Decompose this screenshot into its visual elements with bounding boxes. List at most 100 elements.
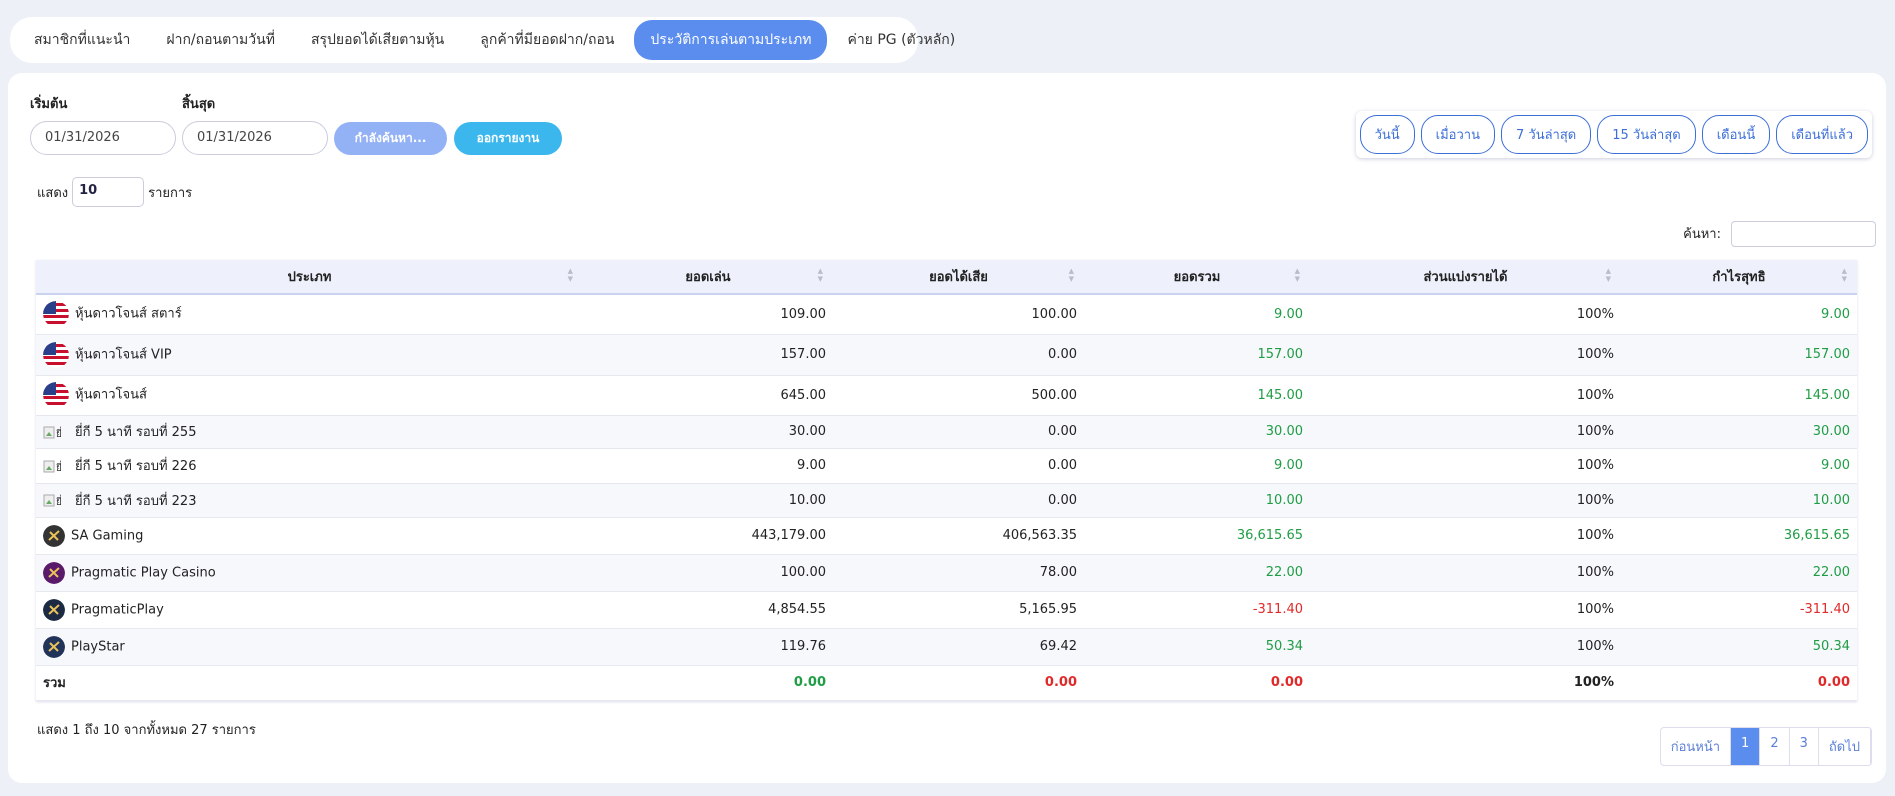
- start-date[interactable]: 01/31/2026: [30, 121, 176, 155]
- length-prefix: แสดง: [37, 185, 69, 201]
- cell-text: 645.00: [780, 387, 827, 403]
- quick-range-button[interactable]: เดือนนี้: [1701, 115, 1771, 154]
- quick-range-button[interactable]: 7 วันล่าสุด: [1500, 115, 1592, 154]
- cell-text: 500.00: [1031, 387, 1078, 403]
- cell-text: 443,179.00: [751, 528, 826, 543]
- cell-text: PragmaticPlay: [71, 602, 164, 617]
- page-button[interactable]: ก่อนหน้า: [1661, 728, 1732, 765]
- quick-range-button[interactable]: 15 วันล่าสุด: [1597, 115, 1696, 154]
- page-button[interactable]: 3: [1790, 728, 1819, 765]
- tab-bar: สมาชิกที่แนะนำ ฝาก/ถอนตามวันที่ สรุปยอดได้…: [10, 17, 955, 63]
- cell: 100%: [1310, 448, 1621, 484]
- report-card: เริ่มต้น สิ้นสุด 01/31/2026 01/31/2026 ก…: [8, 73, 1886, 783]
- tab[interactable]: สรุปยอดได้เสียตามหุ้น: [310, 32, 445, 48]
- cell: -311.40: [1621, 591, 1857, 629]
- type-cell: ยี่ ยี่กี 5 นาที รอบที่ 255: [36, 415, 583, 449]
- length-select[interactable]: 10: [72, 177, 145, 207]
- column-header[interactable]: ยอดเล่น: [583, 260, 833, 295]
- quick-range-button[interactable]: เดือนที่แล้ว: [1776, 115, 1868, 154]
- search-button[interactable]: กำลังค้นหา...: [334, 122, 447, 155]
- cell: 443,179.00: [583, 517, 833, 555]
- cell: 157.00: [583, 334, 833, 376]
- cell: 9.00: [1621, 448, 1857, 484]
- cell-text: หุ้นดาวโจนส์ VIP: [75, 347, 172, 362]
- tab[interactable]: ฝาก/ถอนตามวันที่: [166, 32, 275, 48]
- cell-text: 145.00: [1804, 387, 1851, 403]
- cell-text: 78.00: [1039, 565, 1077, 580]
- cell-text: 9.00: [1274, 458, 1303, 473]
- data-table: ประเภทยอดเล่นยอดได้เสียยอดรวมส่วนแบ่งราย…: [36, 260, 1857, 701]
- column-header[interactable]: ยอดได้เสีย: [833, 260, 1084, 295]
- cell: 69.42: [833, 628, 1084, 666]
- column-header[interactable]: ยอดรวม: [1084, 260, 1310, 295]
- cell-text: 30.00: [788, 424, 826, 439]
- end-label: สิ้นสุด: [182, 97, 216, 112]
- cell-text: 100%: [1576, 347, 1614, 362]
- cell-text: 100%: [1573, 675, 1614, 690]
- tab[interactable]: ประวัติการเล่นตามประเภท: [634, 20, 828, 60]
- quick-ranges: วันนี้ เมื่อวาน 7 วันล่าสุด 15 วันล่าสุด เดื…: [1356, 111, 1872, 158]
- column-header[interactable]: กำไรสุทธิ: [1621, 260, 1857, 295]
- cell: 50.34: [1084, 628, 1310, 666]
- cell-text: 100%: [1576, 565, 1614, 580]
- cell-text: 50.34: [1812, 639, 1850, 654]
- length-suffix: รายการ: [148, 185, 193, 201]
- cell-text: 157.00: [1257, 347, 1304, 362]
- cell: 9.00: [583, 448, 833, 484]
- cell-text: SA Gaming: [71, 528, 144, 543]
- column-header[interactable]: ส่วนแบ่งรายได้: [1310, 260, 1621, 295]
- type-cell: PlayStar: [36, 628, 583, 666]
- cell: 0.00: [833, 334, 1084, 376]
- cell: 100%: [1310, 517, 1621, 555]
- tab[interactable]: ลูกค้าที่มียอดฝาก/ถอน: [480, 32, 615, 48]
- cell: 0.00: [833, 483, 1084, 518]
- quick-range-button[interactable]: วันนี้: [1359, 115, 1415, 154]
- table-row: SA Gaming 443,179.00 406,563.35 36,615.65 10…: [36, 517, 1857, 555]
- table-row: PlayStar 119.76 69.42 50.34 100% 50.34: [36, 628, 1857, 666]
- end-date[interactable]: 01/31/2026: [182, 121, 328, 155]
- cell: 100%: [1310, 294, 1621, 335]
- total-cell: 0.00: [833, 665, 1084, 701]
- quick-range-button[interactable]: เมื่อวาน: [1420, 115, 1495, 154]
- cell: 500.00: [833, 375, 1084, 416]
- table-row: Pragmatic Play Casino 100.00 78.00 22.00 100…: [36, 554, 1857, 592]
- cell: 100.00: [583, 554, 833, 592]
- cell-text: 100%: [1576, 602, 1614, 617]
- page-button[interactable]: 1: [1731, 728, 1761, 765]
- table-row: หุ้นดาวโจนส์ สตาร์ 109.00 100.00 9.00 100% 9.…: [36, 294, 1857, 335]
- cell-text: 406,563.35: [1002, 528, 1077, 543]
- svg-text:ยี่: ยี่: [56, 460, 62, 474]
- page-button[interactable]: 2: [1760, 728, 1790, 765]
- page-button[interactable]: ถัดไป: [1819, 728, 1871, 765]
- cell: 22.00: [1084, 554, 1310, 592]
- cell: 0.00: [833, 448, 1084, 484]
- cell-text: ยี่กี 5 นาที รอบที่ 255: [75, 425, 197, 440]
- cell: 100%: [1310, 483, 1621, 518]
- cell: 100%: [1310, 415, 1621, 449]
- cell: -311.40: [1084, 591, 1310, 629]
- cell-text: 0.00: [1048, 458, 1077, 473]
- type-cell: หุ้นดาวโจนส์: [36, 375, 583, 416]
- cell: 645.00: [583, 375, 833, 416]
- type-cell: หุ้นดาวโจนส์ สตาร์: [36, 294, 583, 335]
- tab[interactable]: สมาชิกที่แนะนำ: [34, 32, 131, 48]
- cell-text: 10.00: [1265, 492, 1303, 508]
- column-header[interactable]: ประเภท: [36, 260, 583, 295]
- export-button[interactable]: ออกรายงาน: [454, 122, 562, 155]
- cell-text: 100%: [1576, 387, 1614, 403]
- tab[interactable]: ค่าย PG (ตัวหลัก): [847, 32, 956, 48]
- cell-text: 0.00: [1817, 675, 1850, 690]
- cell: 100.00: [833, 294, 1084, 335]
- type-cell: ยี่ ยี่กี 5 นาที รอบที่ 226: [36, 448, 583, 484]
- cell: 100%: [1310, 591, 1621, 629]
- cell-text: 157.00: [780, 347, 827, 362]
- cell: 22.00: [1621, 554, 1857, 592]
- cell-text: 30.00: [1265, 424, 1303, 439]
- cell-text: 22.00: [1265, 565, 1303, 580]
- table-row: ยี่ ยี่กี 5 นาที รอบที่ 223 10.00 0.00 10.00…: [36, 483, 1857, 518]
- cell-text: 100%: [1576, 528, 1614, 543]
- search-input[interactable]: [1731, 221, 1876, 247]
- cell: 36,615.65: [1621, 517, 1857, 555]
- cell: 36,615.65: [1084, 517, 1310, 555]
- cell-text: 9.00: [1274, 306, 1303, 322]
